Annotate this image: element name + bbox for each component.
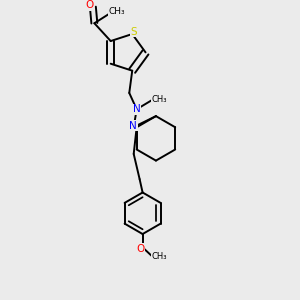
Text: N: N [133, 104, 141, 114]
Text: CH₃: CH₃ [151, 252, 167, 261]
Text: N: N [129, 121, 137, 131]
Text: O: O [85, 0, 94, 11]
Text: O: O [136, 244, 144, 254]
Text: S: S [130, 27, 137, 37]
Text: CH₃: CH₃ [151, 95, 167, 104]
Text: CH₃: CH₃ [109, 7, 125, 16]
